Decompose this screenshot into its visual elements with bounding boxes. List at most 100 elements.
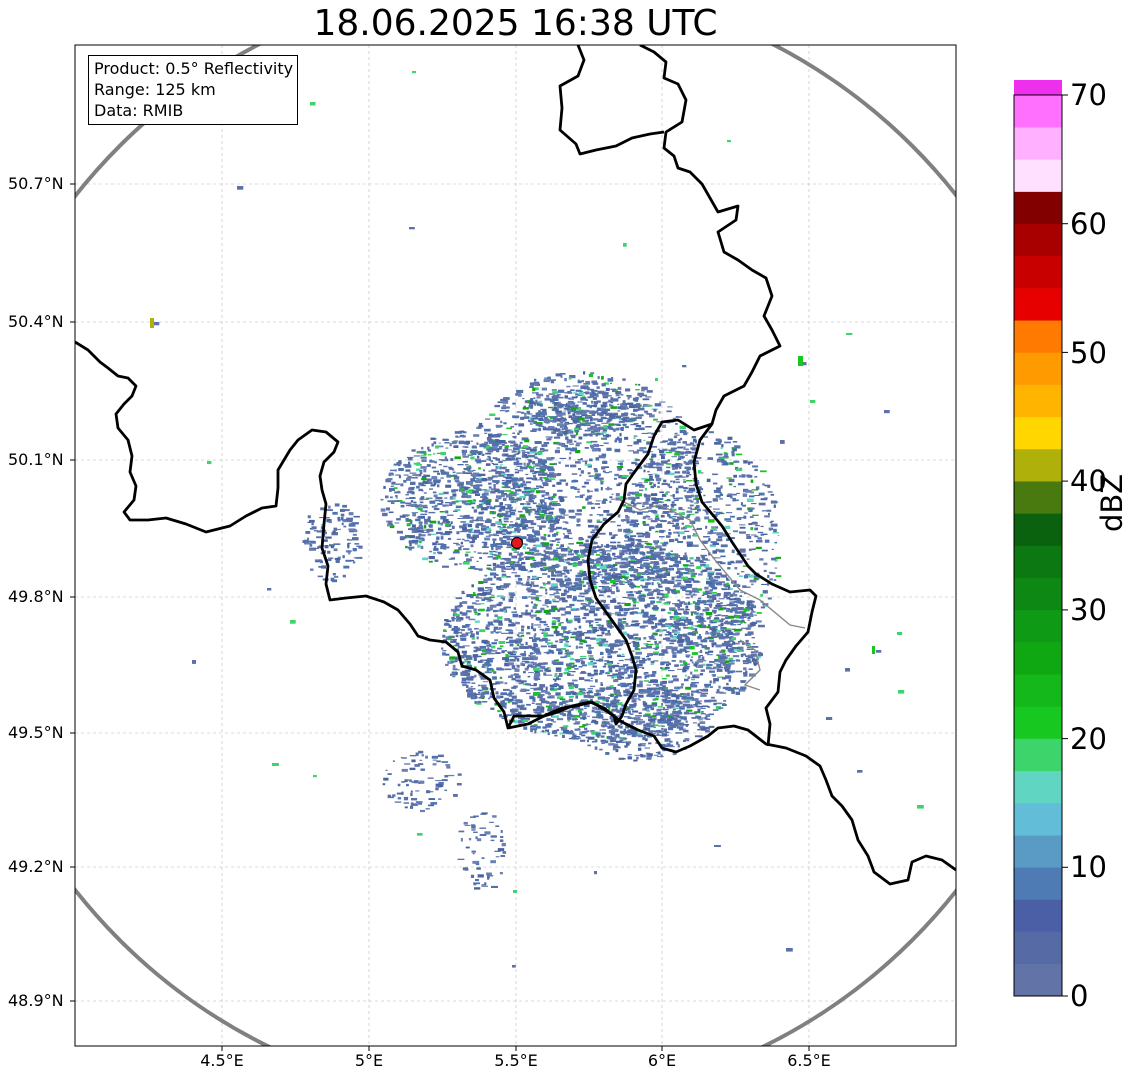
- echo-cell: [532, 559, 537, 561]
- echo-cell: [632, 549, 637, 551]
- echo-cell: [579, 655, 587, 658]
- echo-cell: [540, 666, 543, 668]
- echo-cell: [535, 618, 542, 620]
- echo-cell: [505, 510, 509, 514]
- echo-cell: [488, 457, 491, 461]
- echo-cell: [622, 572, 629, 576]
- echo-cell: [646, 568, 654, 571]
- echo-cell: [683, 481, 687, 483]
- echo-cell: [633, 591, 641, 593]
- echo-cell: [535, 538, 540, 542]
- echo-cell: [593, 393, 599, 397]
- echo-cell: [535, 595, 543, 597]
- echo-cell: [398, 468, 404, 471]
- echo-cell: [645, 556, 650, 560]
- echo-cell: [494, 639, 498, 642]
- echo-cell: [633, 717, 641, 721]
- echo-cell: [477, 689, 482, 691]
- echo-cell: [598, 426, 605, 430]
- echo-cell: [576, 563, 582, 566]
- echo-cell: [579, 713, 583, 716]
- echo-cell: [730, 647, 734, 651]
- echo-cell: [611, 677, 615, 679]
- echo-cell: [730, 560, 734, 563]
- echo-cell: [482, 591, 487, 596]
- echo-cell: [749, 673, 756, 677]
- echo-cell: [467, 470, 474, 472]
- echo-cell: [677, 606, 680, 609]
- echo-cell: [735, 453, 743, 456]
- echo-cell: [526, 581, 530, 585]
- echo-cell: [743, 662, 749, 665]
- echo-cell: [681, 522, 684, 525]
- echo-cell: [533, 637, 541, 641]
- echo-cell: [532, 465, 536, 468]
- echo-cell: [530, 550, 535, 552]
- echo-cell: [634, 637, 638, 639]
- echo-cell: [673, 591, 678, 595]
- echo-cell: [575, 461, 581, 464]
- echo-cell: [529, 584, 533, 588]
- echo-cell: [463, 468, 468, 471]
- echo-cell: [647, 572, 655, 575]
- echo-cell: [537, 720, 543, 723]
- echo-cell: [644, 487, 647, 491]
- echo-cell: [613, 664, 619, 668]
- echo-cell: [727, 643, 733, 647]
- echo-cell: [591, 529, 595, 532]
- echo-cell: [571, 473, 578, 475]
- echo-cell: [551, 660, 557, 664]
- echo-cell: [537, 687, 544, 691]
- echo-cell: [492, 517, 496, 519]
- echo-cell: [581, 734, 586, 737]
- echo-cell: [657, 706, 663, 708]
- echo-cell: [471, 641, 476, 644]
- echo-cell: [642, 708, 645, 711]
- echo-cell: [462, 471, 466, 474]
- echo-cell: [536, 451, 543, 455]
- echo-cell: [417, 507, 423, 510]
- echo-cell: [465, 502, 470, 504]
- echo-cell: [612, 557, 617, 560]
- echo-cell: [408, 504, 412, 507]
- echo-cell: [621, 403, 628, 407]
- echo-cell: [646, 551, 653, 554]
- echo-cell: [634, 400, 639, 402]
- echo-cell: [478, 503, 483, 507]
- echo-cell: [572, 588, 579, 590]
- echo-cell: [551, 719, 554, 722]
- echo-cell: [533, 549, 540, 553]
- echo-cell: [480, 520, 485, 522]
- echo-cell: [512, 482, 519, 486]
- echo-cell: [575, 496, 580, 498]
- echo-cell: [499, 645, 504, 648]
- echo-cell: [531, 617, 534, 619]
- echo-cell: [427, 449, 431, 452]
- echo-cell: [664, 696, 671, 699]
- echo-cell: [545, 492, 550, 495]
- echo-cell: [447, 475, 454, 477]
- echo-cell: [527, 664, 533, 668]
- echo-cell: [588, 647, 591, 650]
- echo-cell: [570, 434, 577, 437]
- echo-cell: [631, 620, 639, 623]
- echo-cell: [444, 619, 449, 622]
- echo-cell: [549, 646, 557, 648]
- echo-cell: [471, 602, 477, 605]
- echo-cell: [481, 477, 487, 482]
- echo-cell: [504, 504, 512, 506]
- echo-cell: [568, 674, 574, 676]
- echo-cell: [506, 566, 511, 568]
- echo-cell: [632, 650, 635, 652]
- echo-cell: [578, 468, 581, 471]
- echo-cell: [517, 578, 523, 581]
- echo-cell: [597, 376, 600, 379]
- echo-cell: [626, 733, 631, 736]
- echo-cell: [549, 531, 554, 533]
- echo-cell: [628, 607, 634, 610]
- echo-cell: [602, 470, 606, 473]
- echo-cell: [524, 667, 529, 671]
- echo-cell: [719, 604, 727, 607]
- echo-cell: [614, 644, 620, 647]
